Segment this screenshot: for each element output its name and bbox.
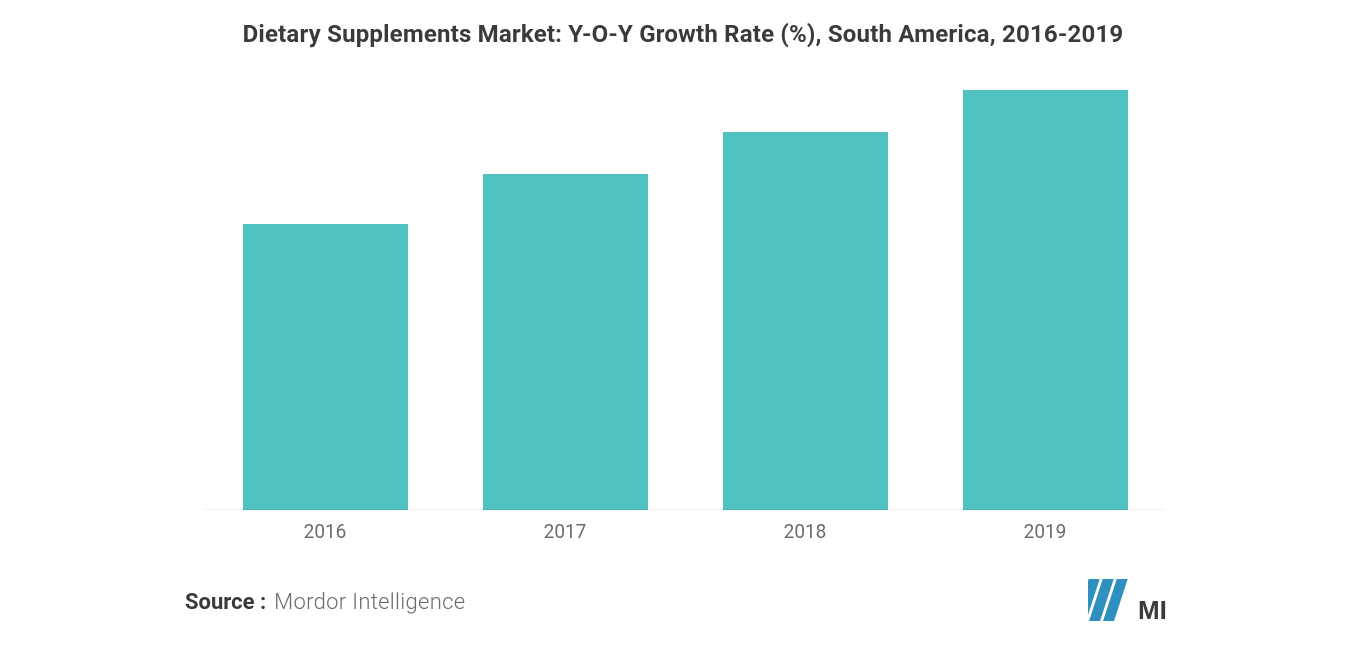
bar-2018	[723, 132, 888, 510]
mordor-logo: MI	[1088, 575, 1178, 625]
svg-text:MI: MI	[1138, 595, 1167, 625]
source-row: Source : Mordor Intelligence	[185, 590, 465, 615]
bar-2019	[963, 90, 1128, 510]
x-label-2017: 2017	[463, 520, 668, 543]
plot-area	[205, 90, 1165, 510]
source-text: Mordor Intelligence	[274, 590, 465, 615]
chart-title: Dietary Supplements Market: Y-O-Y Growth…	[0, 20, 1366, 48]
bar-2017	[483, 174, 648, 510]
x-label-2019: 2019	[943, 520, 1148, 543]
bars-group	[205, 90, 1165, 510]
bar-2016	[243, 224, 408, 510]
mordor-logo-icon: MI	[1088, 575, 1178, 625]
x-axis-labels: 2016 2017 2018 2019	[205, 520, 1165, 550]
source-label: Source :	[185, 590, 266, 615]
baseline	[205, 509, 1165, 510]
x-label-2016: 2016	[223, 520, 428, 543]
x-label-2018: 2018	[703, 520, 908, 543]
chart-container: Dietary Supplements Market: Y-O-Y Growth…	[0, 0, 1366, 655]
